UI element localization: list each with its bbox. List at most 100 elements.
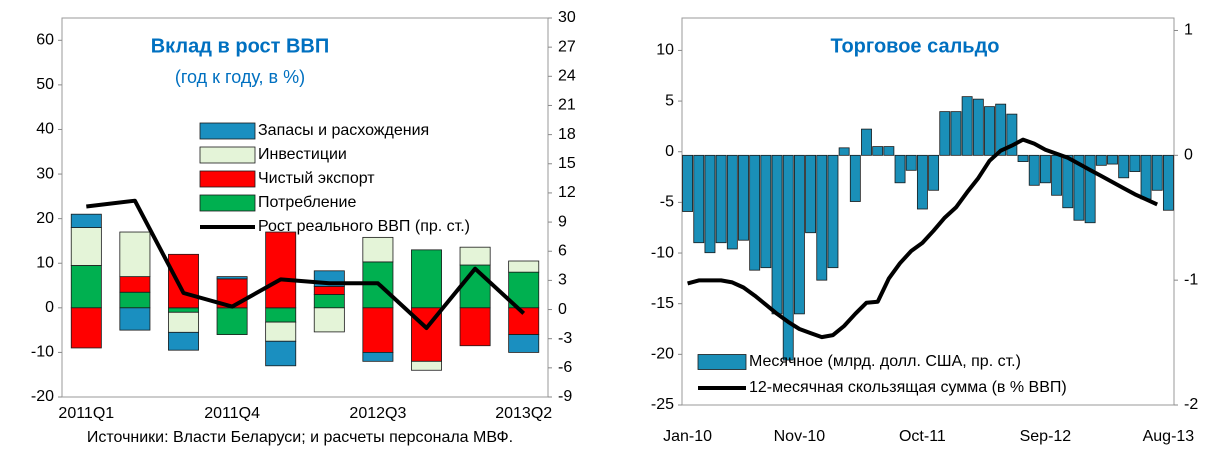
bar <box>70 307 102 349</box>
x-tick-label: Sep-12 <box>1020 428 1072 445</box>
bar <box>1107 154 1118 165</box>
bar <box>313 286 345 295</box>
y-tick-label: 50 <box>36 76 54 93</box>
bar <box>1140 154 1152 200</box>
bar <box>928 154 940 191</box>
y2-tick-label: 30 <box>558 9 576 26</box>
bar <box>749 154 761 271</box>
y-tick-label: -15 <box>651 295 674 312</box>
x-tick-label: 2013Q2 <box>495 405 552 422</box>
y2-tick-label: 24 <box>558 68 576 85</box>
y2-tick-label: 3 <box>558 272 567 289</box>
bar <box>70 213 102 228</box>
y-tick-label: -20 <box>651 346 674 363</box>
bar <box>995 103 1007 156</box>
bar <box>119 276 151 293</box>
bar <box>961 96 973 156</box>
legend-swatch <box>697 354 747 370</box>
y2-tick-label: 12 <box>558 184 576 201</box>
bar <box>1118 154 1130 179</box>
bar <box>1017 154 1029 162</box>
y-tick-label: 40 <box>36 121 54 138</box>
y2-tick-label: 0 <box>558 301 567 318</box>
x-tick-label: 2011Q1 <box>58 405 114 422</box>
bar <box>313 307 345 333</box>
bar <box>362 236 394 263</box>
bar <box>313 294 345 309</box>
bar <box>950 111 962 156</box>
bar <box>1039 154 1051 184</box>
y2-tick-label: 21 <box>558 97 576 114</box>
y-tick-label: 0 <box>45 299 54 316</box>
bar <box>726 154 738 250</box>
x-tick-label: Jan-10 <box>663 428 712 445</box>
y-tick-label: 10 <box>656 42 674 59</box>
bar <box>459 307 491 347</box>
y-tick-label: -20 <box>31 388 54 405</box>
bar <box>168 331 199 351</box>
y2-tick-label: -6 <box>558 359 572 376</box>
bar <box>849 154 861 202</box>
legend-swatch <box>199 170 256 188</box>
bar <box>1028 154 1040 186</box>
y2-tick-label: -3 <box>558 330 572 347</box>
bar <box>508 260 540 273</box>
bar <box>838 147 850 156</box>
y-tick-label: 10 <box>36 254 54 271</box>
bar <box>119 307 151 331</box>
legend-label: Чистый экспорт <box>258 170 375 187</box>
y-tick-label: 30 <box>36 165 54 182</box>
bar <box>939 111 951 156</box>
y-tick-label: -10 <box>651 244 674 261</box>
y-tick-label: 20 <box>36 210 54 227</box>
line <box>687 137 1159 340</box>
bar <box>905 154 917 171</box>
bar <box>168 311 199 333</box>
bar <box>1095 154 1107 166</box>
bar <box>861 128 872 156</box>
bar <box>265 307 297 323</box>
bar <box>715 154 727 244</box>
y-tick-label: 0 <box>665 143 674 160</box>
bar <box>894 154 906 184</box>
x-tick-label: 2012Q3 <box>349 405 406 422</box>
x-tick-label: 2011Q4 <box>204 405 260 422</box>
bar <box>1084 154 1096 224</box>
bar <box>362 307 394 353</box>
bar <box>682 154 694 212</box>
bar <box>916 154 928 210</box>
bar <box>265 321 297 342</box>
x-tick-label: Nov-10 <box>774 428 826 445</box>
bar <box>119 291 151 309</box>
bar <box>1162 154 1174 211</box>
bar <box>972 98 984 156</box>
bar <box>168 253 199 309</box>
source-note: Источники: Власти Беларуси; и расчеты пе… <box>87 429 513 446</box>
bar <box>216 307 248 335</box>
y2-tick-label: 15 <box>558 155 576 172</box>
bar <box>168 307 199 313</box>
bar <box>70 227 102 266</box>
legend-label: Месячное (млрд. долл. США, пр. ст.) <box>749 353 1021 370</box>
chart-title: Вклад в рост ВВП <box>151 35 330 57</box>
bar <box>1129 154 1141 172</box>
y-tick-label: 60 <box>36 32 54 49</box>
bar <box>704 154 716 254</box>
bar <box>782 154 794 361</box>
legend-label: Запасы и расхождения <box>258 122 429 139</box>
bar <box>872 146 884 156</box>
bar <box>1151 154 1163 191</box>
y-tick-label: -5 <box>660 194 674 211</box>
bar <box>362 352 394 362</box>
bar <box>411 360 442 371</box>
legend-label: Рост реального ВВП (пр. ст.) <box>258 218 470 235</box>
y2-tick-label: -2 <box>1184 396 1198 413</box>
bar <box>738 154 749 241</box>
bar <box>1073 154 1085 221</box>
legend-label: Инвестиции <box>258 146 347 163</box>
legend-label: Потребление <box>258 194 356 211</box>
y-tick-label: -10 <box>31 344 54 361</box>
bar <box>805 154 817 234</box>
